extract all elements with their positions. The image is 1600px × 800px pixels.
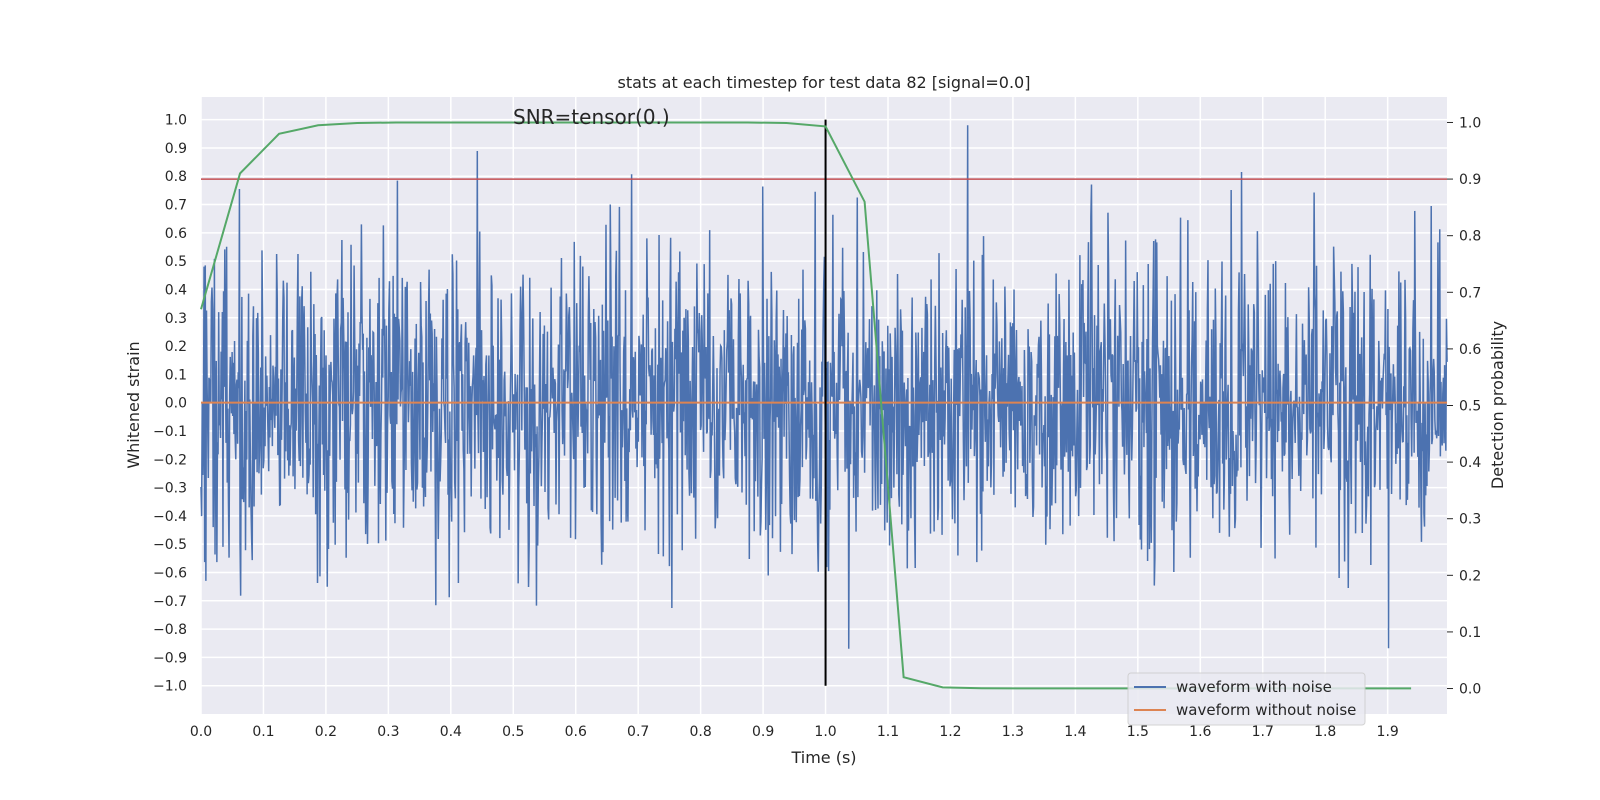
y-tick-label: −0.7: [153, 594, 187, 610]
x-tick-label: 1.4: [1064, 724, 1086, 740]
y-tick-label: 0.2: [165, 339, 187, 355]
y2-tick-label: 0.0: [1459, 682, 1481, 698]
x-tick-label: 1.7: [1252, 724, 1274, 740]
y-tick-label: −0.5: [153, 537, 187, 553]
y-tick-label: 1.0: [165, 113, 187, 129]
y-tick-label: −1.0: [153, 679, 187, 695]
y-tick-label: −0.2: [153, 452, 187, 468]
y-tick-label: −0.8: [153, 622, 187, 638]
x-tick-label: 1.0: [814, 724, 836, 740]
x-tick-label: 0.5: [502, 724, 524, 740]
x-tick-label: 0.7: [627, 724, 649, 740]
y-tick-label: −0.4: [153, 509, 187, 525]
x-tick-label: 0.9: [752, 724, 774, 740]
x-tick-label: 1.8: [1314, 724, 1336, 740]
y-tick-label: 0.4: [165, 282, 187, 298]
x-tick-label: 0.3: [377, 724, 399, 740]
y2-tick-label: 0.4: [1459, 455, 1481, 471]
x-axis-ticks: 0.0 0.1 0.2 0.3 0.4 0.5 0.6 0.7 0.8 0.9 1.0 1.1 1.2 1…: [190, 724, 1399, 740]
y-tick-label: −0.3: [153, 481, 187, 497]
y-tick-label: 0.0: [165, 396, 187, 412]
y-axis-ticks: −1.0 −0.9 −0.8 −0.7 −0.6 −0.5 −0.4 −0.3 −0.2 −0.1…: [153, 113, 187, 695]
y-tick-label: 0.5: [165, 254, 187, 270]
y2-tick-label: 1.0: [1459, 115, 1481, 131]
x-tick-label: 0.6: [565, 724, 587, 740]
x-tick-label: 0.1: [252, 724, 274, 740]
y2-axis-label: Detection probability: [1488, 321, 1507, 489]
y2-axis-ticks: 0.0 0.1 0.2 0.3 0.4 0.5 0.6 0.7 0.8 0.9 1.0: [1447, 115, 1481, 698]
x-tick-label: 1.9: [1377, 724, 1399, 740]
y-tick-label: 0.6: [165, 226, 187, 242]
x-tick-label: 1.5: [1127, 724, 1149, 740]
x-tick-label: 0.2: [315, 724, 337, 740]
y-tick-label: −0.6: [153, 565, 187, 581]
y-tick-label: −0.9: [153, 650, 187, 666]
y-tick-label: 0.8: [165, 169, 187, 185]
y2-tick-label: 0.9: [1459, 172, 1481, 188]
y-tick-label: 0.3: [165, 311, 187, 327]
y-axis-label: Whitened strain: [124, 341, 143, 468]
y-tick-label: 0.1: [165, 367, 187, 383]
plot-area: [200, 119, 1448, 690]
y2-tick-label: 0.8: [1459, 229, 1481, 245]
legend-label-waveform-with-noise: waveform with noise: [1176, 678, 1332, 696]
y2-tick-label: 0.7: [1459, 285, 1481, 301]
y-tick-label: −0.1: [153, 424, 187, 440]
y2-tick-label: 0.5: [1459, 399, 1481, 415]
y-tick-label: 0.9: [165, 141, 187, 157]
x-tick-label: 0.8: [690, 724, 712, 740]
x-tick-label: 0.0: [190, 724, 212, 740]
snr-annotation: SNR=tensor(0.): [513, 105, 670, 129]
legend-box: [1127, 672, 1366, 726]
y2-tick-label: 0.3: [1459, 512, 1481, 528]
y2-tick-label: 0.6: [1459, 342, 1481, 358]
legend: waveform with noise waveform without noi…: [1127, 672, 1366, 726]
x-axis-label: Time (s): [790, 748, 856, 767]
legend-label-waveform-without-noise: waveform without noise: [1176, 701, 1356, 719]
chart-title: stats at each timestep for test data 82 …: [618, 73, 1031, 92]
series-waveform-with-noise: [200, 125, 1448, 649]
x-tick-label: 1.3: [1002, 724, 1024, 740]
x-tick-label: 0.4: [440, 724, 462, 740]
x-tick-label: 1.1: [877, 724, 899, 740]
y-tick-label: 0.7: [165, 198, 187, 214]
y2-tick-label: 0.2: [1459, 568, 1481, 584]
x-tick-label: 1.6: [1189, 724, 1211, 740]
y2-tick-label: 0.1: [1459, 625, 1481, 641]
x-tick-label: 1.2: [939, 724, 961, 740]
